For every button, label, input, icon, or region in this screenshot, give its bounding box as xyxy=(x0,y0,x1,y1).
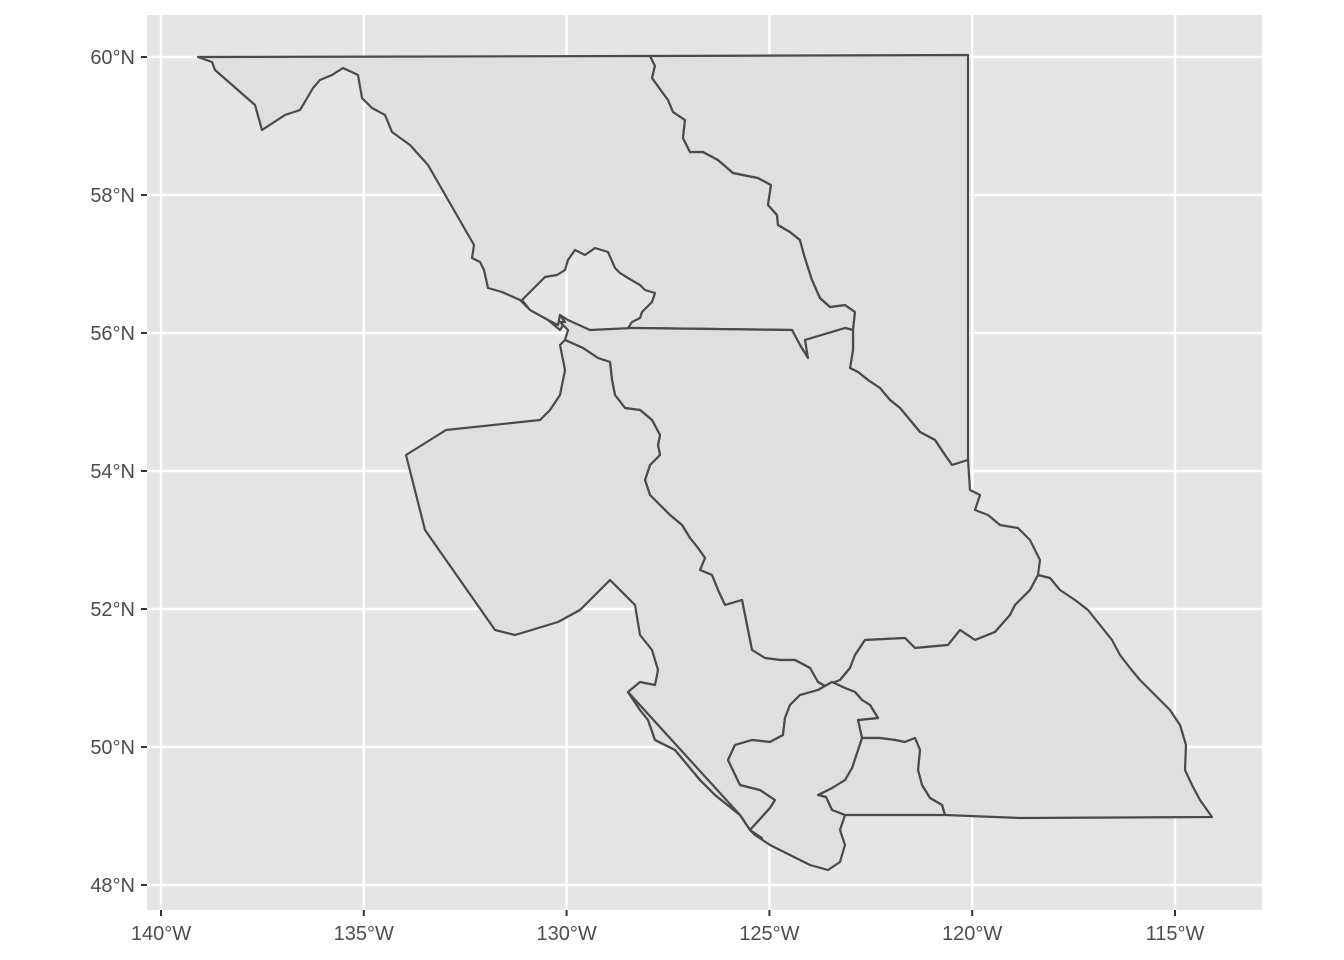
tick-label-x-2: 130°W xyxy=(536,923,596,945)
tick-label-y-2: 52°N xyxy=(90,599,135,621)
tick-label-x-5: 115°W xyxy=(1146,923,1205,945)
axes: 140°W 135°W 130°W 125°W 120°W 115°W 48°N 50°N 52… xyxy=(90,47,1204,945)
tick-label-x-3: 125°W xyxy=(739,923,799,945)
region-lower-mainland[interactable] xyxy=(726,680,880,872)
tick-label-x-0: 140°W xyxy=(131,923,191,945)
region-central-coast[interactable] xyxy=(404,338,827,832)
tick-label-y-3: 54°N xyxy=(90,461,135,483)
tick-label-x-4: 120°W xyxy=(942,923,1002,945)
tick-label-y-6: 60°N xyxy=(90,47,135,69)
tick-label-y-1: 50°N xyxy=(90,737,135,759)
regions xyxy=(196,53,1214,872)
tick-label-x-1: 135°W xyxy=(334,923,394,945)
region-vancouver-island[interactable] xyxy=(626,690,764,840)
tick-label-y-4: 56°N xyxy=(90,323,135,345)
tick-label-y-0: 48°N xyxy=(90,875,135,897)
tick-label-y-5: 58°N xyxy=(90,185,135,207)
